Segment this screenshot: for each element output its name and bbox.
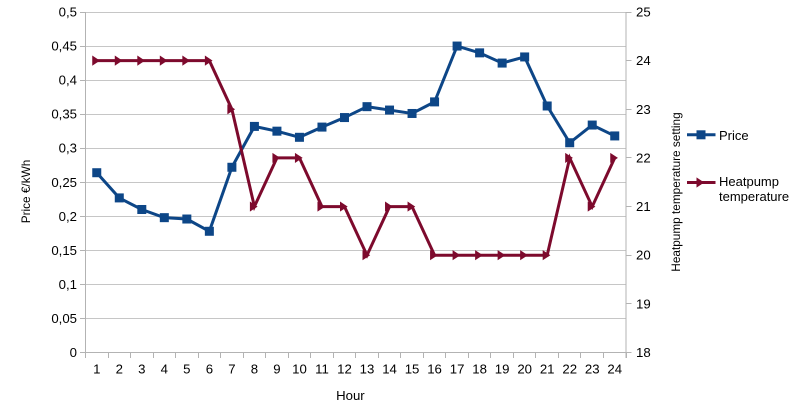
svg-text:10: 10 [292,361,307,376]
svg-text:19: 19 [495,361,510,376]
svg-text:Price: Price [719,128,749,143]
svg-text:6: 6 [206,361,213,376]
svg-text:Price €/kWh: Price €/kWh [19,160,33,224]
svg-text:0,4: 0,4 [59,73,77,88]
svg-text:20: 20 [636,248,651,263]
svg-text:0,25: 0,25 [51,175,77,190]
svg-text:Heatpump: Heatpump [719,174,779,189]
svg-text:25: 25 [636,5,651,20]
svg-text:16: 16 [427,361,442,376]
svg-text:4: 4 [161,361,168,376]
svg-text:0,5: 0,5 [59,5,77,20]
svg-text:11: 11 [315,361,329,376]
svg-text:17: 17 [450,361,465,376]
svg-text:0,35: 0,35 [51,107,77,122]
svg-text:22: 22 [562,361,577,376]
svg-text:temperature: temperature [719,189,789,204]
svg-text:15: 15 [405,361,420,376]
svg-text:0,1: 0,1 [59,277,77,292]
svg-text:13: 13 [360,361,375,376]
svg-text:9: 9 [273,361,280,376]
svg-text:18: 18 [472,361,487,376]
svg-text:2: 2 [116,361,123,376]
svg-text:21: 21 [540,361,555,376]
svg-text:0,15: 0,15 [51,243,77,258]
svg-text:12: 12 [337,361,352,376]
svg-text:1: 1 [93,361,100,376]
svg-text:21: 21 [636,199,651,214]
svg-text:23: 23 [636,102,651,117]
svg-text:3: 3 [138,361,145,376]
svg-text:18: 18 [636,345,651,360]
svg-text:24: 24 [636,53,651,68]
svg-text:Heatpump temperature setting: Heatpump temperature setting [669,112,683,271]
svg-text:7: 7 [228,361,235,376]
svg-text:22: 22 [636,150,651,165]
svg-text:Hour: Hour [336,388,365,403]
svg-text:19: 19 [636,296,651,311]
svg-text:0,2: 0,2 [59,209,77,224]
svg-text:8: 8 [251,361,258,376]
svg-text:20: 20 [517,361,532,376]
svg-text:5: 5 [183,361,190,376]
svg-text:0,05: 0,05 [51,311,77,326]
svg-text:0,45: 0,45 [51,39,77,54]
svg-text:24: 24 [607,361,622,376]
svg-text:0,3: 0,3 [59,141,77,156]
svg-text:23: 23 [585,361,600,376]
svg-text:0: 0 [70,345,77,360]
svg-text:14: 14 [382,361,397,376]
